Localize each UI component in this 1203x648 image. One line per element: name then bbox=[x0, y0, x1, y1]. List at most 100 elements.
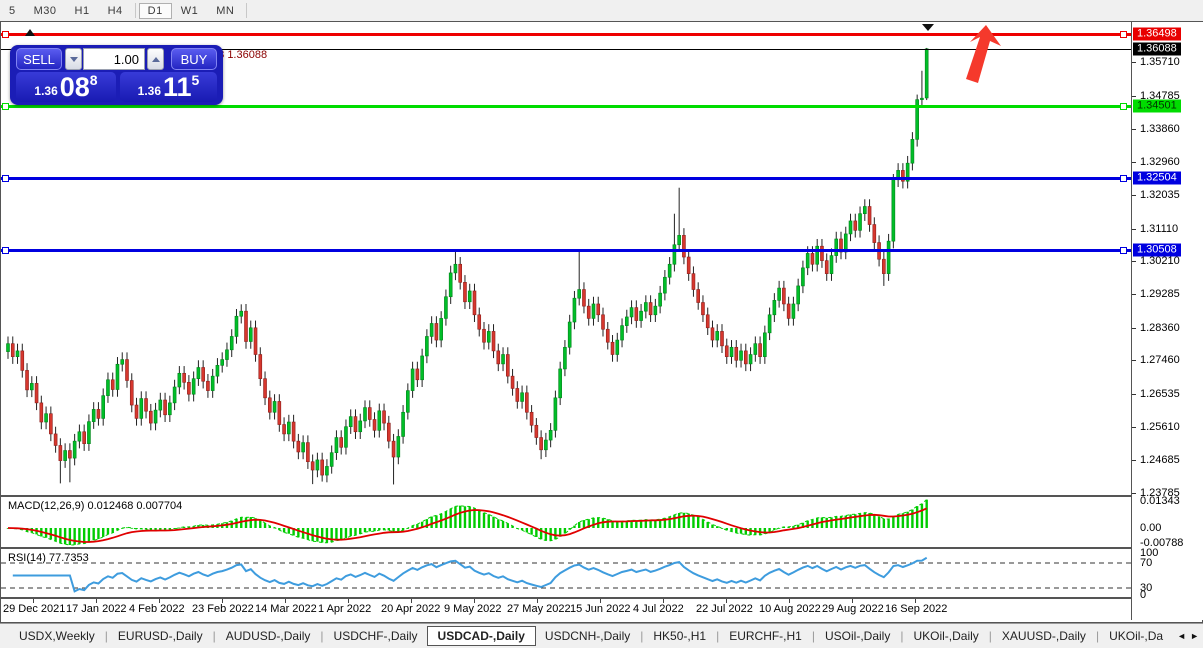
date-axis-tick bbox=[474, 599, 475, 603]
tab-separator: | bbox=[104, 629, 108, 643]
macd-axis-label: 0.01343 bbox=[1140, 495, 1180, 507]
chart-tab-hk50-h1[interactable]: HK50-,H1 bbox=[653, 629, 707, 643]
date-axis-tick bbox=[915, 599, 916, 603]
chart-tab-ukoil-da[interactable]: UKOil-,Da bbox=[1109, 629, 1164, 643]
hline-handle[interactable] bbox=[2, 31, 9, 38]
price-axis-tick bbox=[1132, 161, 1136, 163]
sell-price-button[interactable]: 1.36 08 8 bbox=[16, 72, 116, 102]
tab-separator: | bbox=[1095, 629, 1100, 643]
period-button-5[interactable]: 5 bbox=[9, 4, 16, 17]
macd-label: MACD(12,26,9) 0.012468 0.007704 bbox=[8, 500, 183, 512]
hline-1.32504[interactable] bbox=[1, 177, 1131, 180]
buy-button[interactable]: BUY bbox=[171, 48, 217, 70]
period-button-d1[interactable]: D1 bbox=[138, 2, 172, 19]
price-axis-label: 1.23785 bbox=[1140, 486, 1180, 499]
date-axis[interactable]: 29 Dec 2021 17 Jan 2022 4 Feb 2022 23 Feb 2… bbox=[1, 599, 1131, 620]
price-axis-label: 1.31110 bbox=[1140, 222, 1179, 235]
hline-1.30508[interactable] bbox=[1, 249, 1131, 252]
rsi-label: RSI(14) 77.7353 bbox=[8, 552, 89, 564]
date-axis-tick bbox=[285, 599, 286, 603]
price-axis-label: 1.27460 bbox=[1140, 354, 1180, 367]
period-button-w1[interactable]: W1 bbox=[180, 4, 199, 17]
price-axis-tick bbox=[1132, 62, 1136, 64]
date-axis-label: 29 Aug 2022 bbox=[822, 603, 884, 615]
arrow-annotation[interactable] bbox=[957, 25, 1001, 83]
period-button-h4[interactable]: H4 bbox=[107, 4, 123, 17]
hline-1.34501[interactable] bbox=[1, 105, 1131, 108]
chart-tab-ukoil-daily[interactable]: UKOil-,Daily bbox=[913, 629, 979, 643]
last-bar-marker-icon bbox=[922, 24, 934, 31]
date-axis-label: 10 Aug 2022 bbox=[759, 603, 821, 615]
volume-input[interactable] bbox=[83, 48, 145, 70]
hline-1.36498[interactable] bbox=[1, 33, 1131, 36]
hline-handle[interactable] bbox=[2, 103, 9, 110]
timeframe-toolbar: 5 M30 H1 H4 D1 W1 MN bbox=[0, 0, 1203, 22]
hline-handle[interactable] bbox=[2, 247, 9, 254]
date-axis-tick bbox=[726, 599, 727, 603]
price-badge-blue: 1.32504 bbox=[1133, 171, 1181, 185]
date-axis-label: 9 May 2022 bbox=[444, 603, 502, 615]
buy-price-button[interactable]: 1.36 11 5 bbox=[120, 72, 217, 102]
hline-handle[interactable] bbox=[1120, 175, 1127, 182]
toolbar-separator bbox=[246, 3, 248, 18]
price-axis-label: 1.28360 bbox=[1140, 321, 1180, 334]
chart-tab-usdcnh-daily[interactable]: USDCNH-,Daily bbox=[544, 629, 631, 643]
hline-handle[interactable] bbox=[1120, 247, 1127, 254]
chart-tab-usoil-daily[interactable]: USOil-,Daily bbox=[824, 629, 891, 643]
date-axis-label: 4 Feb 2022 bbox=[129, 603, 185, 615]
chart-tab-usdcad-daily[interactable]: USDCAD-,Daily bbox=[426, 626, 536, 646]
price-axis-tick bbox=[1132, 427, 1136, 429]
tab-separator: | bbox=[640, 629, 644, 643]
period-button-mn[interactable]: MN bbox=[216, 4, 235, 17]
chart-tab-audusd-daily[interactable]: AUDUSD-,Daily bbox=[225, 629, 311, 643]
rsi-axis-label: 0 bbox=[1140, 589, 1147, 601]
date-axis-label: 14 Mar 2022 bbox=[255, 603, 317, 615]
price-axis-tick bbox=[1132, 360, 1136, 362]
macd-axis-label: 0.00 bbox=[1140, 522, 1162, 534]
sell-button[interactable]: SELL bbox=[16, 48, 62, 70]
price-axis-label: 1.26535 bbox=[1140, 387, 1180, 400]
tab-separator: | bbox=[988, 629, 992, 643]
price-marker-up-icon bbox=[25, 29, 35, 36]
toolbar-separator bbox=[134, 3, 136, 18]
chart-tab-eurusd-daily[interactable]: EURUSD-,Daily bbox=[117, 629, 203, 643]
chart-tab-xauusd-daily[interactable]: XAUUSD-,Daily bbox=[1001, 629, 1086, 643]
macd-axis-label: -0.00788 bbox=[1140, 537, 1184, 549]
chart-tab-usdchf-daily[interactable]: USDCHF-,Daily bbox=[333, 629, 418, 643]
rsi-axis-label: 70 bbox=[1140, 557, 1153, 569]
price-axis[interactable]: 1.35710 1.34785 1.33860 1.32960 1.32035 1.311… bbox=[1131, 22, 1203, 620]
period-button-m30[interactable]: M30 bbox=[33, 4, 57, 17]
volume-increase-button[interactable] bbox=[147, 48, 164, 70]
tab-scroll-controls: ◄ ► bbox=[1177, 630, 1203, 641]
rsi-chart bbox=[1, 556, 1131, 593]
chart-tab-usdx-weekly[interactable]: USDX,Weekly bbox=[19, 629, 95, 643]
date-axis-label: 29 Dec 2021 bbox=[3, 603, 66, 615]
sell-price-pip: 8 bbox=[89, 72, 98, 88]
price-axis-tick bbox=[1132, 294, 1136, 296]
price-badge-black: 1.36088 bbox=[1133, 42, 1181, 56]
date-axis-label: 15 Jun 2022 bbox=[570, 603, 631, 615]
date-axis-tick bbox=[33, 599, 34, 603]
macd-indicator-pane: MACD(12,26,9) 0.012468 0.007704 bbox=[1, 497, 1131, 549]
date-axis-tick bbox=[537, 599, 538, 603]
tab-separator: | bbox=[212, 629, 216, 643]
price-axis-label: 1.32035 bbox=[1140, 189, 1180, 202]
chart-region: USDCAD-,Daily 1.34726 1.36112 1.34668 1.… bbox=[0, 21, 1203, 623]
macd-chart bbox=[6, 499, 928, 546]
tab-separator: | bbox=[811, 629, 815, 643]
volume-decrease-button[interactable] bbox=[65, 48, 82, 70]
chart-tab-eurchf-h1[interactable]: EURCHF-,H1 bbox=[729, 629, 802, 643]
date-axis-tick bbox=[348, 599, 349, 603]
period-button-h1[interactable]: H1 bbox=[74, 4, 90, 17]
chevron-up-icon bbox=[151, 56, 160, 62]
buy-price-prefix: 1.36 bbox=[137, 84, 161, 98]
chart-tab-bar: USDX,Weekly | EURUSD-,Daily | AUDUSD-,Daily |… bbox=[0, 623, 1203, 648]
tab-scroll-left-icon[interactable]: ◄ bbox=[1177, 630, 1187, 641]
tab-scroll-right-icon[interactable]: ► bbox=[1190, 630, 1199, 641]
hline-handle[interactable] bbox=[1120, 31, 1127, 38]
hline-handle[interactable] bbox=[2, 175, 9, 182]
date-axis-tick bbox=[222, 599, 223, 603]
hline-handle[interactable] bbox=[1120, 103, 1127, 110]
price-badge-green: 1.34501 bbox=[1133, 99, 1181, 113]
